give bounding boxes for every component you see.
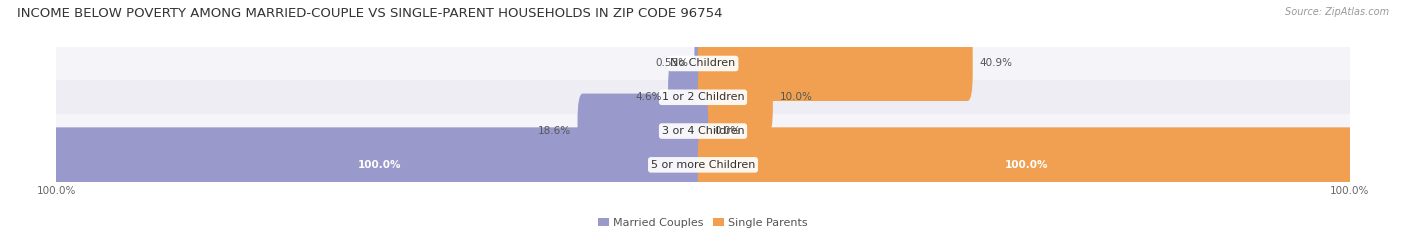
FancyBboxPatch shape [697,26,973,101]
Bar [56,114,1350,148]
Bar [56,47,1350,80]
Text: 4.6%: 4.6% [636,92,662,102]
FancyBboxPatch shape [695,26,709,101]
Legend: Married Couples, Single Parents: Married Couples, Single Parents [598,218,808,228]
Text: No Children: No Children [671,58,735,69]
FancyBboxPatch shape [697,60,773,135]
FancyBboxPatch shape [578,94,709,168]
Text: 100.0%: 100.0% [1005,160,1047,170]
Text: 0.0%: 0.0% [714,126,741,136]
FancyBboxPatch shape [51,127,709,202]
Text: 40.9%: 40.9% [979,58,1012,69]
Text: INCOME BELOW POVERTY AMONG MARRIED-COUPLE VS SINGLE-PARENT HOUSEHOLDS IN ZIP COD: INCOME BELOW POVERTY AMONG MARRIED-COUPL… [17,7,723,20]
Text: 100.0%: 100.0% [359,160,401,170]
Bar [56,148,1350,182]
Text: 0.53%: 0.53% [655,58,688,69]
Text: 3 or 4 Children: 3 or 4 Children [662,126,744,136]
FancyBboxPatch shape [668,60,709,135]
FancyBboxPatch shape [697,127,1355,202]
Text: 18.6%: 18.6% [538,126,571,136]
Text: 10.0%: 10.0% [779,92,813,102]
Text: Source: ZipAtlas.com: Source: ZipAtlas.com [1285,7,1389,17]
Bar [56,80,1350,114]
Text: 1 or 2 Children: 1 or 2 Children [662,92,744,102]
Text: 5 or more Children: 5 or more Children [651,160,755,170]
